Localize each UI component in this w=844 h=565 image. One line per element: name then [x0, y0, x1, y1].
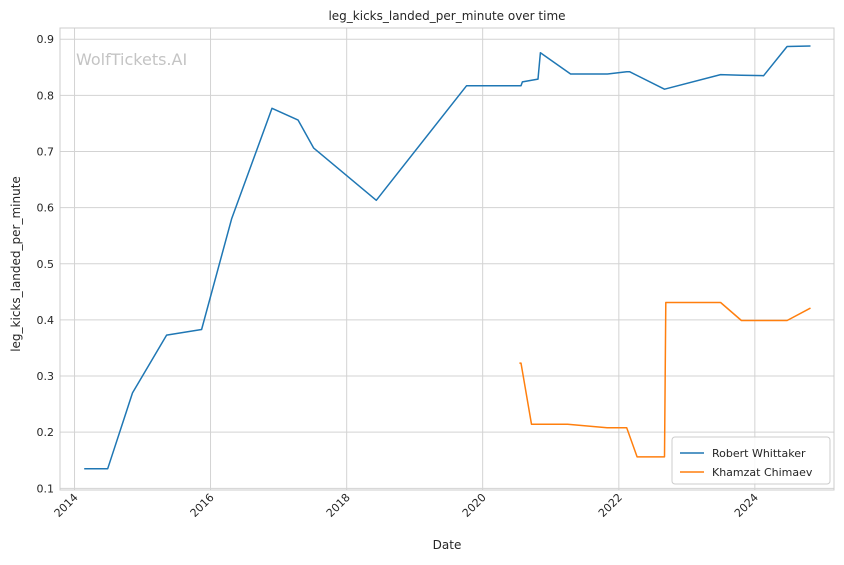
legend-label-khamzat-chimaev: Khamzat Chimaev — [712, 466, 813, 479]
y-tick-label: 0.7 — [37, 145, 55, 158]
watermark-text: WolfTickets.AI — [76, 50, 187, 69]
y-tick-label: 0.8 — [37, 89, 55, 102]
y-tick-label: 0.1 — [37, 482, 55, 495]
y-tick-label: 0.6 — [37, 202, 55, 215]
y-axis-label: leg_kicks_landed_per_minute — [9, 176, 23, 352]
y-tick-label: 0.4 — [37, 314, 55, 327]
legend: Robert Whittaker Khamzat Chimaev — [672, 437, 830, 484]
x-axis-label: Date — [433, 538, 462, 552]
y-tick-label: 0.5 — [37, 258, 55, 271]
y-tick-label: 0.9 — [37, 33, 55, 46]
y-tick-label: 0.3 — [37, 370, 55, 383]
chart-title: leg_kicks_landed_per_minute over time — [328, 9, 565, 23]
legend-label-robert-whittaker: Robert Whittaker — [712, 447, 806, 460]
y-tick-label: 0.2 — [37, 426, 55, 439]
